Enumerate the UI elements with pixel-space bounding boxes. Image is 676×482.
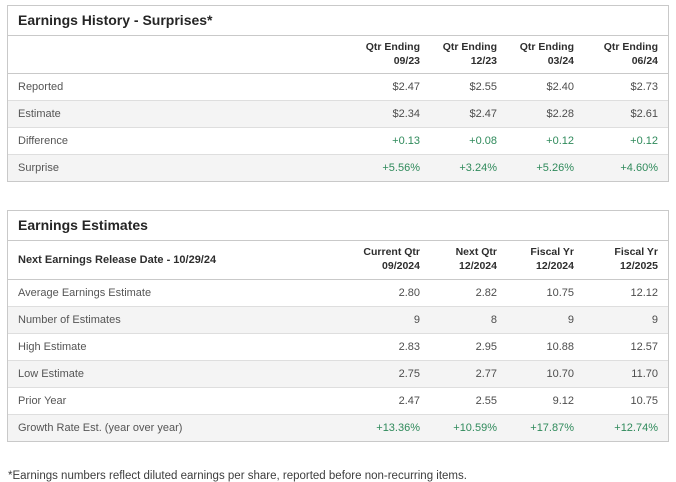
column-header-next-qtr: Next Qtr 12/2024	[430, 241, 507, 280]
column-header-line2: 09/2024	[382, 259, 420, 272]
column-header-line2: 09/23	[393, 54, 420, 67]
cell-value: $2.28	[507, 100, 584, 129]
row-label: Difference	[8, 127, 346, 156]
cell-value: 12.57	[584, 333, 668, 361]
column-header-line1: Next Qtr	[455, 246, 497, 259]
table-row-high-estimate: High Estimate 2.83 2.95 10.88 12.57	[8, 333, 668, 361]
column-header-fiscal-yr-2025: Fiscal Yr 12/2025	[584, 241, 668, 280]
column-header-line1: Fiscal Yr	[614, 246, 658, 259]
column-header-line1: Qtr Ending	[603, 41, 658, 53]
cell-value: 10.75	[584, 387, 668, 415]
earnings-footnote: *Earnings numbers reflect diluted earnin…	[8, 469, 467, 482]
cell-value: +0.13	[346, 127, 430, 156]
column-header-line1: Qtr Ending	[442, 41, 497, 53]
row-label: Low Estimate	[8, 360, 346, 388]
earnings-history-title: Earnings History - Surprises*	[8, 6, 668, 36]
row-label: Estimate	[8, 100, 346, 129]
cell-value: +0.12	[507, 127, 584, 156]
earnings-estimates-card: Earnings Estimates Next Earnings Release…	[7, 210, 669, 442]
table-row-number-of-estimates: Number of Estimates 9 8 9 9	[8, 306, 668, 334]
cell-value: 12.12	[584, 279, 668, 307]
column-header-line2: 12/2024	[536, 259, 574, 272]
cell-value: +5.26%	[507, 154, 584, 182]
column-header-line1: Qtr Ending	[365, 41, 420, 53]
table-row-prior-year: Prior Year 2.47 2.55 9.12 10.75	[8, 387, 668, 415]
earnings-estimates-header-row: Next Earnings Release Date - 10/29/24 Cu…	[8, 241, 668, 280]
cell-value: 11.70	[584, 360, 668, 388]
cell-value: 8	[430, 306, 507, 334]
cell-value: 2.55	[430, 387, 507, 415]
column-header-line1: Qtr Ending	[519, 41, 574, 53]
cell-value: $2.61	[584, 100, 668, 129]
row-label: Reported	[8, 73, 346, 102]
table-row-growth-rate-est: Growth Rate Est. (year over year) +13.36…	[8, 414, 668, 441]
cell-value: +13.36%	[346, 414, 430, 441]
cell-value: +12.74%	[584, 414, 668, 441]
cell-value: 2.95	[430, 333, 507, 361]
cell-value: 9.12	[507, 387, 584, 415]
table-row-average-earnings-estimate: Average Earnings Estimate 2.80 2.82 10.7…	[8, 279, 668, 307]
cell-value: $2.34	[346, 100, 430, 129]
cell-value: 10.70	[507, 360, 584, 388]
column-header-line2: 06/24	[631, 54, 658, 67]
row-label: Growth Rate Est. (year over year)	[8, 414, 346, 441]
cell-value: 2.80	[346, 279, 430, 307]
row-label: Prior Year	[8, 387, 346, 415]
column-header-current-qtr: Current Qtr 09/2024	[346, 241, 430, 280]
column-header-fiscal-yr-2024: Fiscal Yr 12/2024	[507, 241, 584, 280]
table-row-difference: Difference +0.13 +0.08 +0.12 +0.12	[8, 127, 668, 156]
cell-value: $2.47	[346, 73, 430, 102]
cell-value: $2.73	[584, 73, 668, 102]
cell-value: 9	[346, 306, 430, 334]
row-label: Average Earnings Estimate	[8, 279, 346, 307]
earnings-estimates-title: Earnings Estimates	[8, 211, 668, 242]
cell-value: 10.88	[507, 333, 584, 361]
cell-value: +4.60%	[584, 154, 668, 182]
table-row-estimate: Estimate $2.34 $2.47 $2.28 $2.61	[8, 100, 668, 129]
column-header-line2: 12/23	[470, 54, 497, 67]
cell-value: +17.87%	[507, 414, 584, 441]
table-row-low-estimate: Low Estimate 2.75 2.77 10.70 11.70	[8, 360, 668, 388]
cell-value: +10.59%	[430, 414, 507, 441]
page: Earnings History - Surprises* Qtr Ending…	[7, 5, 669, 482]
column-header-qtr-0324: Qtr Ending 03/24	[507, 36, 584, 75]
cell-value: +3.24%	[430, 154, 507, 182]
cell-value: +5.56%	[346, 154, 430, 182]
column-header-line1: Fiscal Yr	[530, 246, 574, 259]
earnings-history-table: Qtr Ending 09/23 Qtr Ending 12/23 Qtr En…	[8, 36, 668, 182]
column-header-line2: 12/2024	[459, 259, 497, 272]
earnings-estimates-table: Next Earnings Release Date - 10/29/24 Cu…	[8, 241, 668, 441]
column-header-line2: 03/24	[547, 54, 574, 67]
cell-value: 2.47	[346, 387, 430, 415]
cell-value: 2.77	[430, 360, 507, 388]
table-row-reported: Reported $2.47 $2.55 $2.40 $2.73	[8, 73, 668, 102]
cell-value: $2.47	[430, 100, 507, 129]
table-row-surprise: Surprise +5.56% +3.24% +5.26% +4.60%	[8, 154, 668, 182]
cell-value: 2.82	[430, 279, 507, 307]
cell-value: 10.75	[507, 279, 584, 307]
cell-value: +0.12	[584, 127, 668, 156]
column-header-qtr-0923: Qtr Ending 09/23	[346, 36, 430, 75]
cell-value: 9	[507, 306, 584, 334]
row-label: Number of Estimates	[8, 306, 346, 334]
earnings-history-card: Earnings History - Surprises* Qtr Ending…	[7, 5, 669, 183]
row-label: High Estimate	[8, 333, 346, 361]
earnings-history-header-row: Qtr Ending 09/23 Qtr Ending 12/23 Qtr En…	[8, 36, 668, 75]
cell-value: +0.08	[430, 127, 507, 156]
cell-value: 2.75	[346, 360, 430, 388]
row-label: Surprise	[8, 154, 346, 182]
earnings-history-header-spacer	[8, 36, 346, 75]
column-header-qtr-1223: Qtr Ending 12/23	[430, 36, 507, 75]
column-header-qtr-0624: Qtr Ending 06/24	[584, 36, 668, 75]
column-header-line1: Current Qtr	[363, 246, 420, 259]
column-header-line2: 12/2025	[620, 259, 658, 272]
cell-value: 2.83	[346, 333, 430, 361]
cell-value: $2.55	[430, 73, 507, 102]
cell-value: $2.40	[507, 73, 584, 102]
cell-value: 9	[584, 306, 668, 334]
next-earnings-release-date: Next Earnings Release Date - 10/29/24	[8, 241, 346, 280]
